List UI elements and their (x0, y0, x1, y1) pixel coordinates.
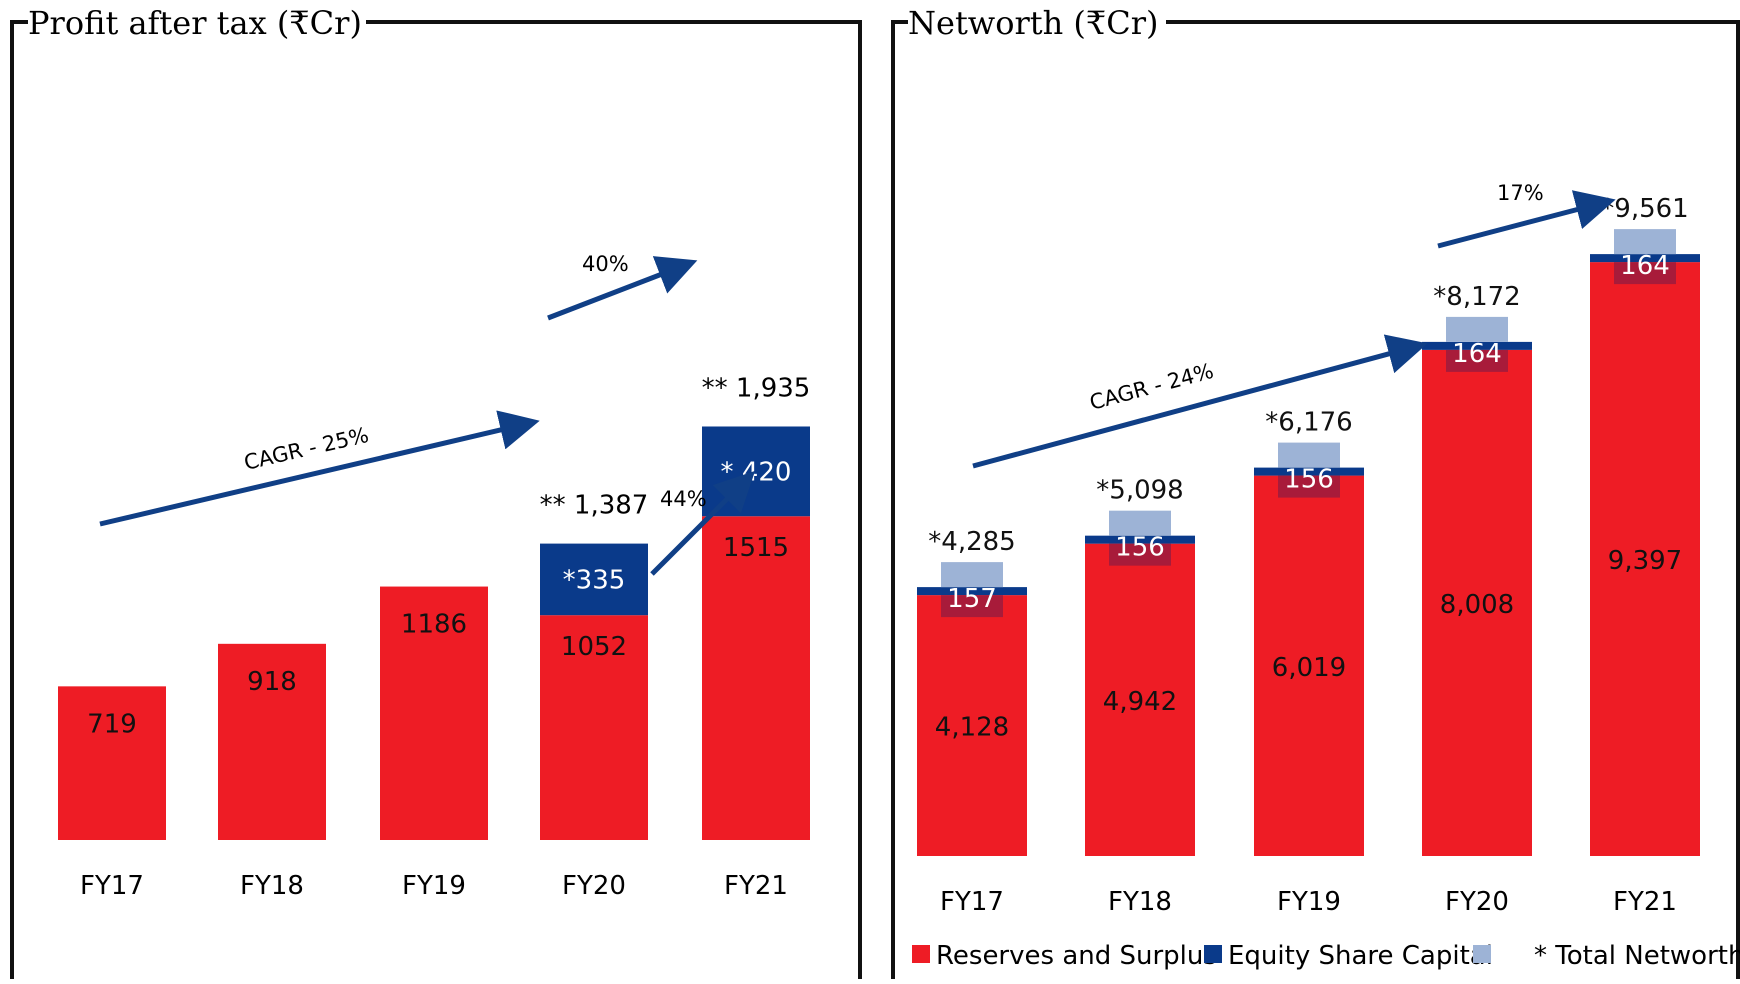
bar-label-reserves-FY19: 6,019 (1272, 653, 1346, 683)
equity-label-bg-FY18 (1109, 543, 1171, 566)
right-chart-plot: 157 *4,285 4,128 FY17 156 *5,098 4,942 FY18 156 *… (917, 194, 1700, 917)
bar-reserves-FY20 (1422, 349, 1532, 856)
bar-label-reserves-FY18: 4,942 (1103, 687, 1177, 717)
left-40-label: 40% (582, 252, 629, 276)
bar-extra-FY20 (540, 543, 648, 616)
bar-equity-FY18 (1085, 535, 1195, 544)
left-44-arrow (650, 470, 756, 576)
bar-label-equity-FY18: 156 (1115, 533, 1165, 563)
total-marker-FY19 (1278, 442, 1340, 468)
x-tick-FY17: FY17 (940, 887, 1004, 917)
legend-label-equity: Equity Share Capital (1228, 941, 1493, 971)
bar-label-extra-FY21: * 420 (721, 457, 792, 487)
total-marker-FY21 (1614, 229, 1676, 255)
total-label-FY21: ** 1,935 (702, 373, 811, 403)
total-label-FY18: *5,098 (1096, 476, 1183, 506)
bar-label-equity-FY17: 157 (947, 584, 997, 614)
left-chart-title: Profit after tax (₹Cr) (28, 4, 362, 42)
bar-label-pat-FY18: 918 (247, 667, 297, 697)
legend-swatch-equity (1204, 945, 1222, 963)
bar-reserves-FY19 (1254, 475, 1364, 856)
bar-reserves-FY18 (1085, 543, 1195, 856)
total-marker-FY20 (1446, 316, 1508, 342)
left-chart-plot: 719 FY17 918 FY18 1186 FY19 1052 *335 ** 1,387 FY… (58, 373, 810, 901)
left-cagr-arrow (99, 410, 540, 527)
bar-label-reserves-FY17: 4,128 (935, 713, 1009, 743)
legend-swatch-reserves (912, 945, 930, 963)
bar-label-pat-FY17: 719 (87, 709, 137, 739)
bar-label-equity-FY21: 164 (1620, 251, 1670, 281)
bar-equity-FY21 (1590, 254, 1700, 263)
total-label-FY21: *9,561 (1601, 194, 1688, 224)
total-marker-FY17 (941, 562, 1003, 588)
x-tick-FY20: FY20 (562, 871, 626, 901)
bar-pat-FY18 (218, 643, 326, 840)
right-panel-frame (891, 20, 1740, 979)
bar-equity-FY17 (917, 587, 1027, 596)
x-tick-FY17: FY17 (80, 871, 144, 901)
right-chart-title: Networth (₹Cr) (908, 4, 1159, 42)
bar-label-equity-FY20: 164 (1452, 339, 1502, 369)
equity-label-bg-FY20 (1446, 349, 1508, 372)
bar-pat-FY17 (58, 686, 166, 840)
bar-label-pat-FY19: 1186 (401, 610, 467, 640)
total-label-FY19: *6,176 (1265, 408, 1352, 438)
bar-pat-FY20 (540, 615, 648, 840)
right-cagr-arrow (972, 334, 1428, 469)
bar-label-extra-FY20: *335 (563, 565, 626, 595)
x-tick-FY18: FY18 (240, 871, 304, 901)
equity-label-bg-FY17 (941, 595, 1003, 618)
bar-label-pat-FY20: 1052 (561, 632, 627, 662)
total-label-FY20: ** 1,387 (540, 491, 649, 521)
bar-label-reserves-FY21: 9,397 (1608, 546, 1682, 576)
legend-label-total: * Total Networth (1534, 941, 1740, 971)
right-17-arrow (1437, 190, 1616, 249)
left-44-label: 44% (660, 487, 707, 511)
left-40-arrow (547, 256, 698, 321)
total-label-FY17: *4,285 (928, 527, 1015, 557)
right-legend: Reserves and Surplus Equity Share Capita… (912, 941, 1740, 971)
x-tick-FY18: FY18 (1108, 887, 1172, 917)
x-tick-FY19: FY19 (1277, 887, 1341, 917)
total-marker-FY18 (1109, 510, 1171, 536)
x-tick-FY20: FY20 (1445, 887, 1509, 917)
total-label-FY20: *8,172 (1433, 282, 1520, 312)
bar-label-reserves-FY20: 8,008 (1440, 590, 1514, 620)
bar-label-pat-FY21: 1515 (723, 533, 789, 563)
x-tick-FY21: FY21 (1613, 887, 1677, 917)
x-tick-FY21: FY21 (724, 871, 788, 901)
equity-label-bg-FY21 (1614, 262, 1676, 285)
right-17-label: 17% (1497, 181, 1544, 205)
bar-label-equity-FY19: 156 (1284, 465, 1334, 495)
equity-label-bg-FY19 (1278, 475, 1340, 498)
bar-reserves-FY21 (1590, 262, 1700, 856)
legend-swatch-total (1473, 945, 1491, 963)
bar-pat-FY21 (702, 516, 810, 840)
bar-reserves-FY17 (917, 595, 1027, 856)
legend-label-reserves: Reserves and Surplus (936, 941, 1217, 971)
bar-equity-FY19 (1254, 467, 1364, 476)
x-tick-FY19: FY19 (402, 871, 466, 901)
bar-pat-FY19 (380, 586, 488, 840)
bar-equity-FY20 (1422, 341, 1532, 350)
